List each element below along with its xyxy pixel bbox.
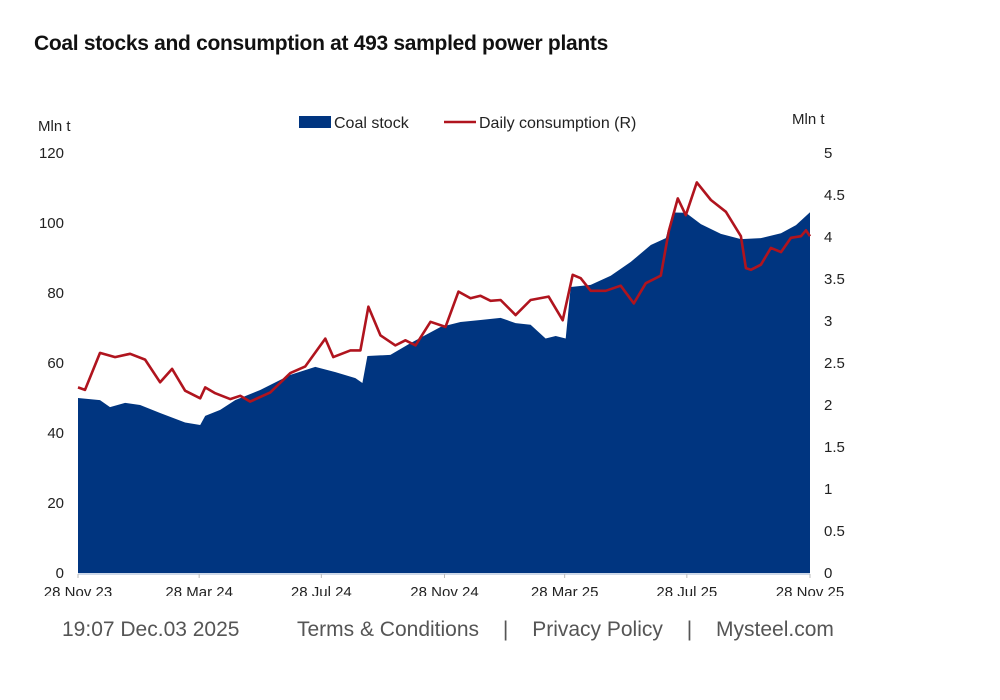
legend-label-daily-consumption: Daily consumption (R)	[479, 115, 636, 132]
y-left-tick-label: 20	[47, 495, 64, 512]
x-tick-label: 28 Nov 23	[44, 584, 112, 596]
separator: |	[502, 618, 509, 641]
separator: |	[686, 618, 693, 641]
y-right-tick-label: 1.5	[824, 439, 845, 456]
y-right-tick-label: 3	[824, 313, 832, 330]
y-left-tick-label: 60	[47, 355, 64, 372]
daily-consumption-line	[77, 181, 812, 403]
legend-label-coal-stock: Coal stock	[334, 115, 410, 132]
y-right-axis-unit: Mln t	[792, 111, 825, 128]
y-right-tick-label: 2	[824, 397, 832, 414]
y-right-tick-label: 0	[824, 565, 832, 582]
y-left-tick-label: 80	[47, 285, 64, 302]
y-right-tick-label: 4.5	[824, 187, 845, 204]
y-right-tick-label: 3.5	[824, 271, 845, 288]
chart-title: Coal stocks and consumption at 493 sampl…	[34, 32, 608, 55]
mysteel-link[interactable]: Mysteel.com	[716, 618, 834, 641]
x-tick-label: 28 Mar 25	[531, 584, 599, 596]
footer: 19:07 Dec.03 2025 Terms & Conditions | P…	[62, 618, 834, 642]
y-left-tick-label: 40	[47, 425, 64, 442]
x-tick-label: 28 Jul 25	[656, 584, 717, 596]
y-right-tick-label: 0.5	[824, 523, 845, 540]
coal-stock-area	[78, 212, 810, 573]
y-left-tick-label: 100	[39, 215, 64, 232]
y-left-axis-unit: Mln t	[38, 118, 71, 135]
y-left-tick-label: 120	[39, 145, 64, 162]
chart: 0 20 40 60 80 100 120 0 0.5 1 1.5 2 2.5 3 3.5 4 4.5 5 28 N…	[38, 111, 845, 596]
x-tick-label: 28 Nov 25	[776, 584, 844, 596]
footer-timestamp: 19:07 Dec.03 2025	[62, 618, 240, 641]
y-right-tick-label: 2.5	[824, 355, 845, 372]
terms-link[interactable]: Terms & Conditions	[296, 618, 480, 641]
x-tick-label: 28 Jul 24	[291, 584, 352, 596]
y-left-tick-label: 0	[56, 565, 64, 582]
y-right-tick-label: 1	[824, 481, 832, 498]
chart-container: 0 20 40 60 80 100 120 0 0.5 1 1.5 2 2.5 3 3.5 4 4.5 5 28 N…	[38, 111, 845, 596]
x-tick-label: 28 Mar 24	[165, 584, 233, 596]
x-tick-label: 28 Nov 24	[410, 584, 478, 596]
y-right-tick-label: 5	[824, 145, 832, 162]
y-right-tick-label: 4	[824, 229, 832, 246]
legend-swatch-coal-stock	[299, 116, 331, 128]
privacy-link[interactable]: Privacy Policy	[532, 618, 663, 641]
